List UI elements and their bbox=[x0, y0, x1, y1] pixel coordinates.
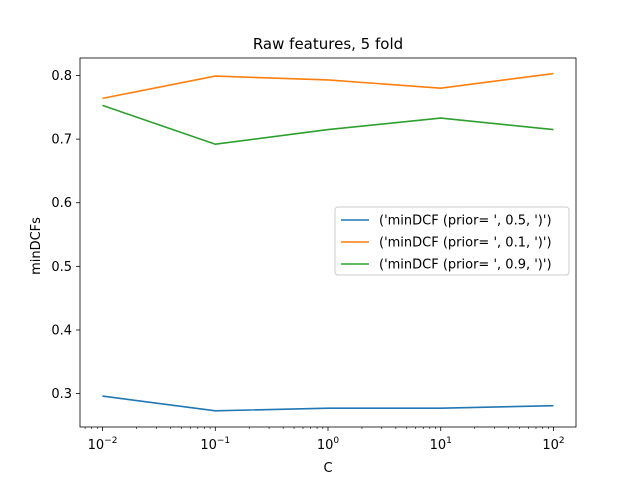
y-tick-label: 0.5 bbox=[51, 260, 72, 275]
x-axis: 10−2 10−1 100 101 102 bbox=[84, 427, 565, 453]
y-axis: 0.3 0.4 0.5 0.6 0.7 0.8 bbox=[51, 69, 80, 402]
legend-box bbox=[334, 206, 570, 276]
series-layer bbox=[102, 72, 554, 412]
y-tick-label: 0.6 bbox=[51, 196, 72, 211]
y-tick-label: 0.3 bbox=[51, 387, 72, 402]
x-tick-label: 10−1 bbox=[200, 436, 230, 453]
series-line-1 bbox=[102, 395, 554, 412]
y-axis-label: minDCFs bbox=[29, 217, 44, 275]
legend-label-1: ('minDCF (prior= ', 0.5, ')') bbox=[379, 214, 552, 229]
x-tick-label: 100 bbox=[317, 436, 340, 453]
legend: ('minDCF (prior= ', 0.5, ')') ('minDCF (p… bbox=[334, 206, 570, 276]
y-tick-label: 0.8 bbox=[51, 69, 72, 84]
chart-title: Raw features, 5 fold bbox=[253, 35, 403, 53]
legend-label-3: ('minDCF (prior= ', 0.9, ')') bbox=[379, 258, 552, 273]
x-tick-label: 102 bbox=[542, 436, 564, 453]
x-axis-label: C bbox=[323, 461, 332, 476]
x-tick-label: 10−2 bbox=[88, 436, 118, 453]
x-tick-label: 101 bbox=[430, 436, 452, 453]
y-tick-label: 0.7 bbox=[51, 133, 72, 148]
legend-label-2: ('minDCF (prior= ', 0.1, ')') bbox=[379, 236, 552, 251]
series-line-2 bbox=[102, 72, 554, 100]
y-tick-label: 0.4 bbox=[51, 323, 72, 338]
series-line-3 bbox=[102, 104, 554, 146]
